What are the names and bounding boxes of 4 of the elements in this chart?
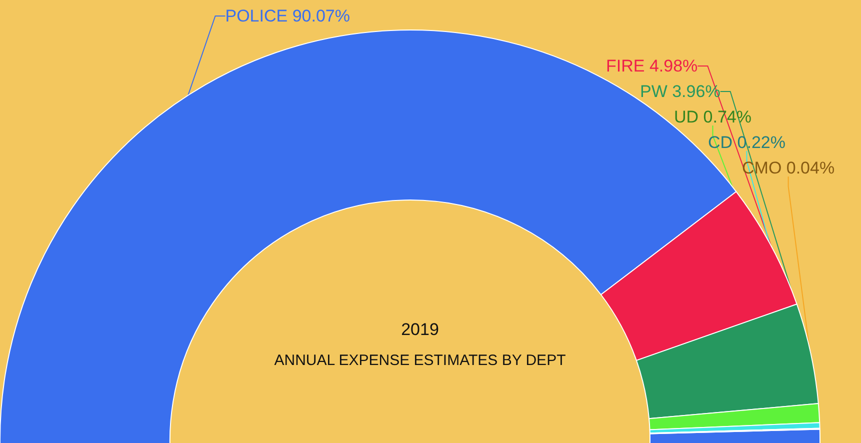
slice-label: FIRE 4.98% — [606, 56, 698, 76]
text: 2019 — [401, 320, 439, 339]
slice-label: POLICE 90.07% — [225, 6, 350, 26]
text: ANNUAL EXPENSE ESTIMATES BY DEPT — [274, 352, 566, 369]
